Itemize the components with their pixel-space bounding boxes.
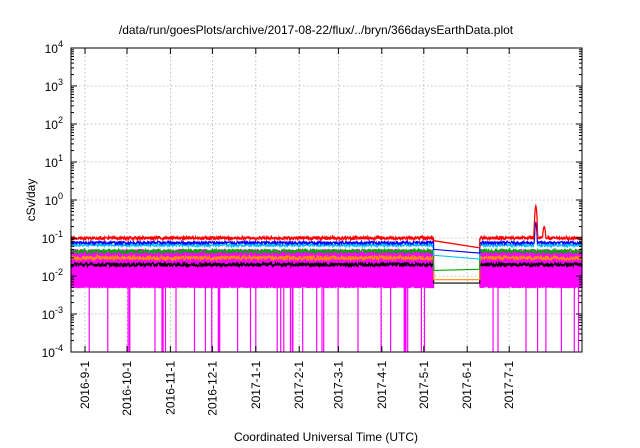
x-tick-label: 2017-4-1 — [375, 361, 389, 409]
chart-title: /data/run/goesPlots/archive/2017-08-22/f… — [119, 23, 514, 37]
y-tick-label: 100 — [45, 191, 63, 208]
x-tick-label: 2016-9-1 — [78, 361, 92, 409]
x-tick-label: 2017-1-1 — [249, 361, 263, 409]
series-group — [70, 203, 583, 352]
series-line-4 — [70, 253, 583, 281]
y-tick-label: 10-4 — [42, 343, 63, 360]
y-tick-label: 10-3 — [42, 305, 63, 322]
y-ticks: 10-4 10-3 10-2 10-1 100 101 102 103 104 — [42, 39, 582, 360]
grid — [71, 48, 582, 352]
y-tick-label: 10-1 — [42, 229, 63, 246]
x-tick-label: 2017-5-1 — [417, 361, 431, 409]
x-ticks: 2016-9-1 2016-10-1 2016-11-1 2016-12-1 2017-… — [78, 48, 516, 416]
x-tick-label: 2016-10-1 — [120, 361, 134, 416]
y-tick-label: 104 — [45, 39, 63, 56]
series-line-5 — [70, 260, 583, 284]
series-line-1 — [70, 220, 583, 254]
x-tick-label: 2016-12-1 — [205, 361, 219, 416]
y-tick-label: 103 — [45, 77, 63, 94]
x-tick-label: 2017-3-1 — [331, 361, 345, 409]
y-tick-label: 10-2 — [42, 267, 63, 284]
x-tick-label: 2017-6-1 — [460, 361, 474, 409]
x-tick-label: 2017-2-1 — [292, 361, 306, 409]
x-axis-label: Coordinated Universal Time (UTC) — [234, 430, 418, 444]
x-tick-label: 2017-7-1 — [502, 361, 516, 409]
x-tick-label: 2016-11-1 — [163, 361, 177, 415]
y-tick-label: 101 — [45, 153, 63, 170]
series-line-2 — [70, 220, 583, 260]
y-tick-label: 102 — [45, 115, 63, 132]
series-line-0 — [70, 203, 583, 249]
y-axis-label: cSv/day — [24, 179, 38, 222]
series-line-3 — [70, 247, 583, 271]
